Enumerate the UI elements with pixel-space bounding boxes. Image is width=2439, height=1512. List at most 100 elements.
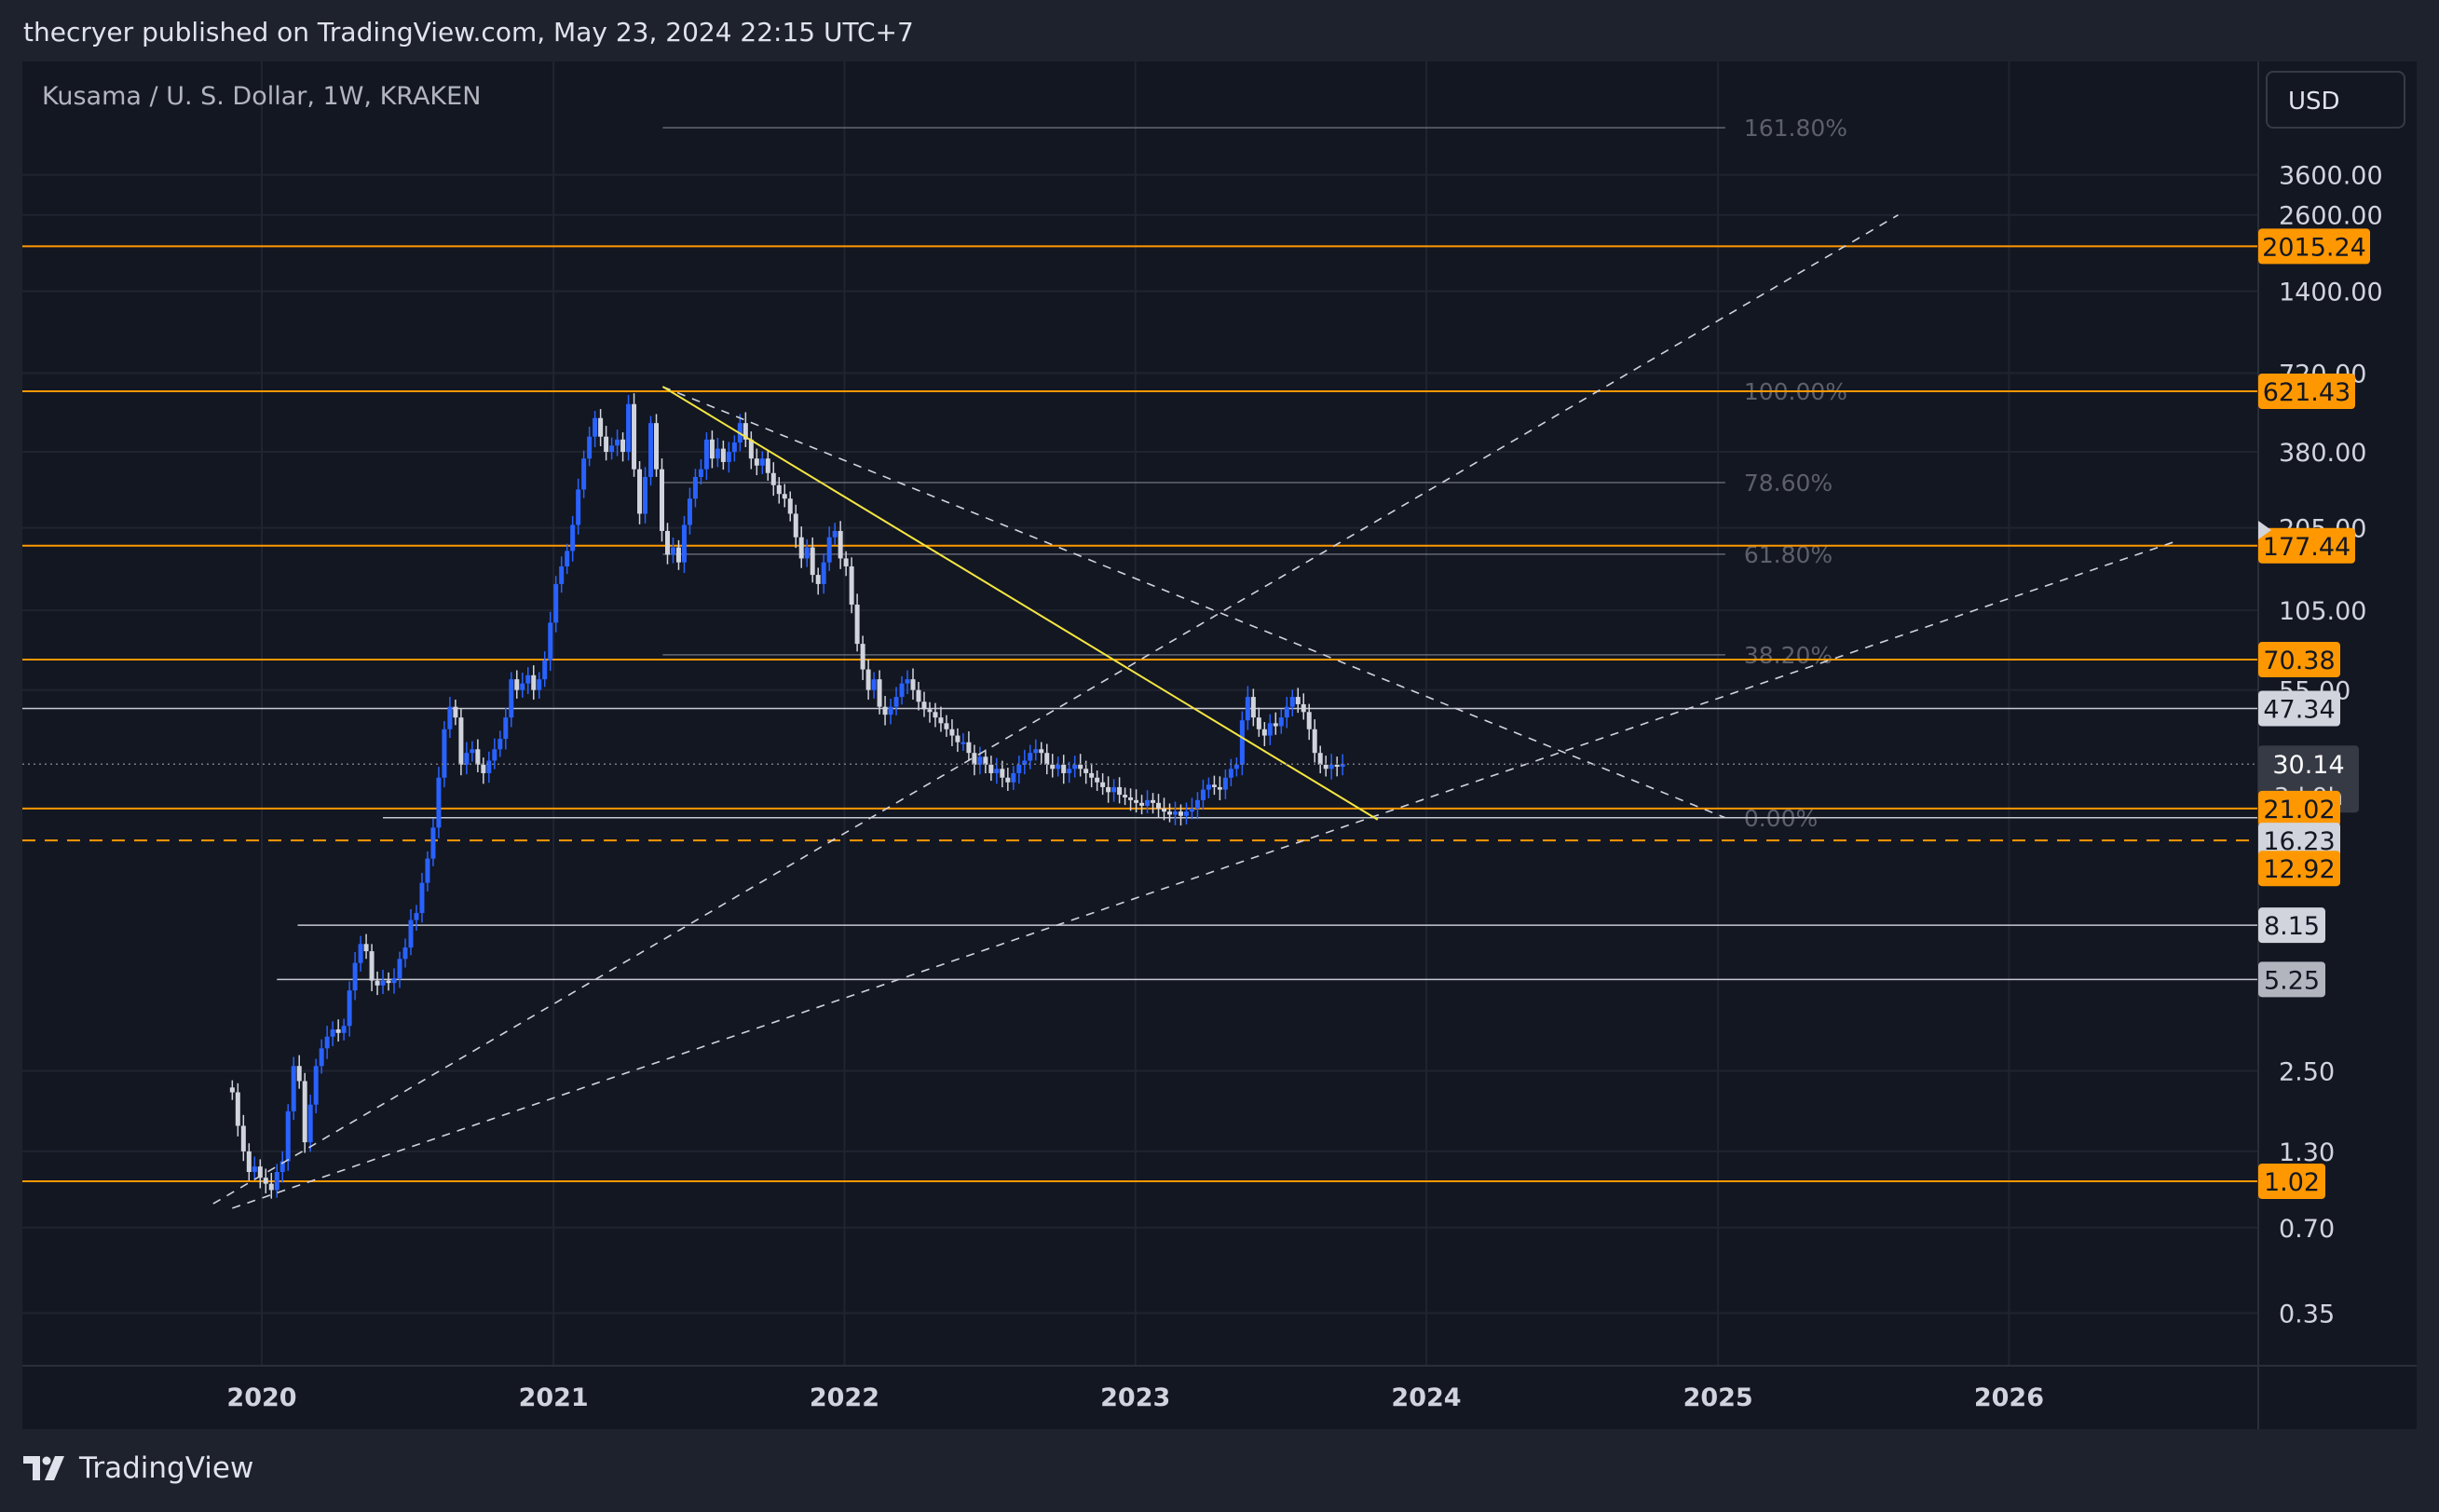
candle-body	[815, 575, 821, 584]
candle-body	[798, 537, 804, 559]
chart-pane-background	[22, 61, 2417, 1429]
candle-body	[576, 489, 581, 525]
candle-body	[565, 551, 570, 566]
candle-body	[1072, 764, 1078, 770]
candle-body	[324, 1036, 330, 1049]
price-label-tag	[2258, 642, 2340, 678]
candle-body	[229, 1087, 235, 1093]
candle-body	[604, 436, 609, 453]
candle-body	[1011, 772, 1016, 783]
y-tick-label: 1400.00	[2279, 279, 2383, 307]
candle-body	[430, 827, 436, 859]
currency-button[interactable]: USD	[2266, 71, 2405, 129]
candle-body	[1289, 697, 1295, 707]
candle-body	[436, 777, 442, 828]
candle-body	[514, 679, 520, 690]
candle-body	[944, 723, 949, 729]
price-label-tag	[2258, 1164, 2325, 1199]
candle-body	[246, 1151, 252, 1173]
candle-body	[1172, 811, 1178, 815]
candle-body	[1067, 769, 1072, 773]
candle-body	[637, 469, 643, 514]
candle-body	[921, 702, 927, 710]
fib-level-label: 38.20%	[1744, 642, 1833, 669]
candle-body	[1123, 795, 1128, 797]
candle-body	[235, 1092, 240, 1126]
x-tick-label: 2022	[810, 1383, 879, 1412]
candle-body	[966, 742, 972, 754]
x-tick-label: 2023	[1100, 1383, 1170, 1412]
candle-body	[587, 436, 593, 459]
y-tick-label: 1.30	[2279, 1138, 2335, 1167]
candle-body	[414, 913, 419, 920]
candle-body	[765, 458, 770, 473]
tradingview-logo[interactable]: TradingView	[23, 1451, 253, 1485]
candle-body	[553, 583, 559, 623]
candle-body	[268, 1183, 274, 1191]
candle-body	[994, 769, 1000, 773]
candle-body	[442, 729, 447, 778]
candle-body	[905, 679, 910, 684]
candle-body	[1245, 697, 1250, 721]
candle-body	[464, 753, 470, 765]
horizontal-levels	[22, 245, 2258, 1182]
candle-body	[475, 749, 481, 765]
candle-body	[793, 513, 798, 538]
trend-line	[232, 539, 2179, 1209]
candle-body	[1044, 753, 1050, 765]
candle-body	[770, 472, 776, 485]
candle-body	[581, 458, 587, 490]
price-label-text: 12.92	[2263, 855, 2335, 884]
price-label-tag	[2258, 690, 2340, 727]
candle-body	[335, 1028, 341, 1033]
candle-body	[620, 439, 626, 453]
candle-body	[854, 604, 860, 645]
candle-body	[632, 403, 637, 470]
candle-body	[447, 706, 453, 729]
candle-body	[826, 537, 832, 563]
candle-body	[425, 858, 430, 883]
tradingview-logo-icon	[23, 1456, 64, 1480]
candle-body	[726, 452, 731, 462]
fib-level-label: 161.80%	[1744, 115, 1847, 142]
candle-body	[1056, 764, 1061, 770]
candle-body	[955, 735, 961, 742]
candle-body	[279, 1161, 285, 1173]
candle-body	[877, 679, 882, 707]
candle-body	[302, 1081, 307, 1143]
candle-body	[660, 469, 665, 531]
candle-body	[531, 674, 537, 690]
candle-body	[375, 980, 380, 986]
candle-body	[893, 697, 899, 707]
candle-body	[804, 547, 810, 559]
y-tick-label: 105.00	[2279, 597, 2366, 626]
y-tick-label: 0.35	[2279, 1300, 2335, 1328]
candle-body	[720, 448, 726, 462]
price-label-text: 8.15	[2264, 912, 2320, 941]
candle-body	[703, 439, 709, 470]
candle-body	[537, 679, 542, 690]
candle-body	[743, 423, 748, 440]
candle-body	[1100, 782, 1106, 787]
candle-body	[296, 1066, 302, 1082]
candle-body	[341, 1026, 347, 1033]
candle-body	[525, 674, 531, 684]
candle-body	[319, 1048, 324, 1067]
candle-body	[408, 919, 414, 948]
candle-body	[1134, 799, 1139, 803]
candle-body	[481, 764, 486, 773]
candle-body	[681, 524, 687, 563]
candle-body	[492, 749, 497, 761]
candle-body	[648, 423, 654, 477]
candle-body	[988, 764, 994, 773]
candle-body	[615, 439, 620, 446]
candle-body	[865, 669, 871, 690]
candle-body	[1334, 764, 1340, 768]
candle-body	[1295, 697, 1301, 704]
publisher-header: thecryer published on TradingView.com, M…	[23, 17, 914, 48]
candle-body	[838, 530, 843, 559]
candle-body	[542, 660, 548, 680]
candle-body	[810, 547, 815, 576]
candle-body	[977, 756, 983, 765]
